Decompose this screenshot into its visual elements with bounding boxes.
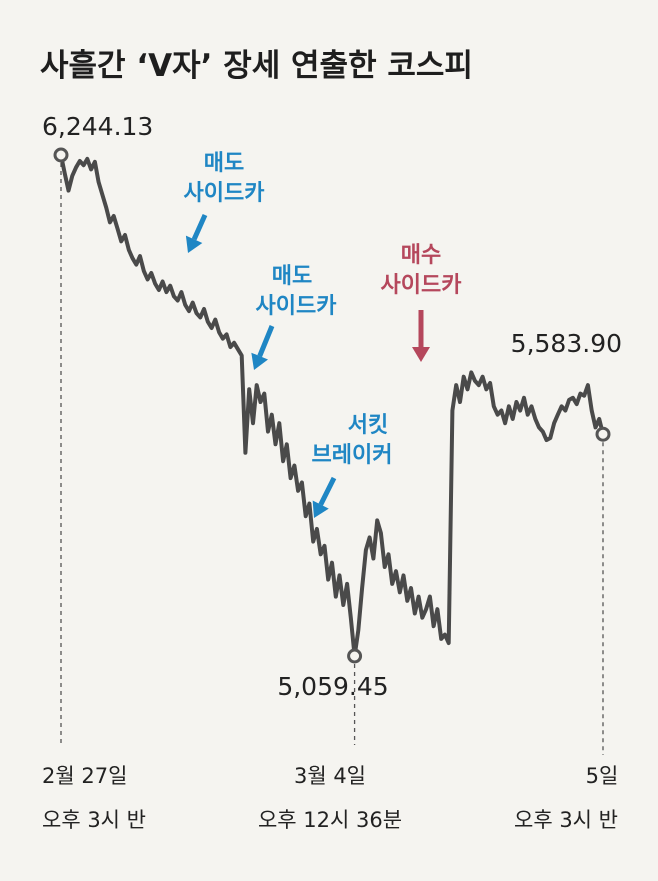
annotation-2-line2: 사이드카	[256, 294, 337, 319]
x-tick-3-line2: 오후 3시 반	[514, 808, 618, 832]
x-tick-1-line2: 오후 3시 반	[42, 808, 146, 832]
low-marker	[347, 648, 363, 664]
x-tick-1-line1: 2월 27일	[42, 764, 127, 788]
point-markers	[53, 147, 611, 664]
x-tick-2-line2: 오후 12시 36분	[258, 808, 402, 832]
x-tick-2-line1: 3월 4일	[294, 764, 366, 788]
low-value-label: 5,059.45	[277, 672, 388, 701]
arrow-sell-sidecar-1	[185, 213, 208, 253]
annotation-1-line2: 사이드카	[184, 181, 265, 206]
annotation-1-line1: 매도	[204, 151, 244, 176]
x-tick-3-line1: 5일	[586, 764, 619, 788]
arrow-circuit-breaker	[312, 476, 337, 518]
guide-lines	[60, 163, 604, 755]
annotation-arrows	[185, 213, 430, 518]
start-marker	[53, 147, 69, 163]
annotation-3-line1: 서킷	[348, 413, 388, 438]
end-value-label: 5,583.90	[511, 329, 622, 358]
annotation-3-line2: 브레이커	[312, 443, 393, 468]
start-value-label: 6,244.13	[42, 112, 153, 141]
annotation-4-line2: 사이드카	[381, 273, 462, 298]
arrow-buy-sidecar	[412, 310, 430, 362]
annotation-4-line1: 매수	[401, 243, 441, 268]
chart-title: 사흘간 ‘V자’ 장세 연출한 코스피	[40, 48, 473, 84]
arrow-sell-sidecar-2	[251, 325, 275, 370]
kospi-line	[59, 153, 605, 658]
end-marker	[595, 426, 611, 442]
annotation-2-line1: 매도	[272, 264, 312, 289]
